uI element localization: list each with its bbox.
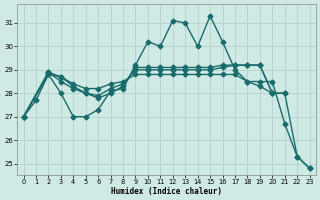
- X-axis label: Humidex (Indice chaleur): Humidex (Indice chaleur): [111, 187, 222, 196]
